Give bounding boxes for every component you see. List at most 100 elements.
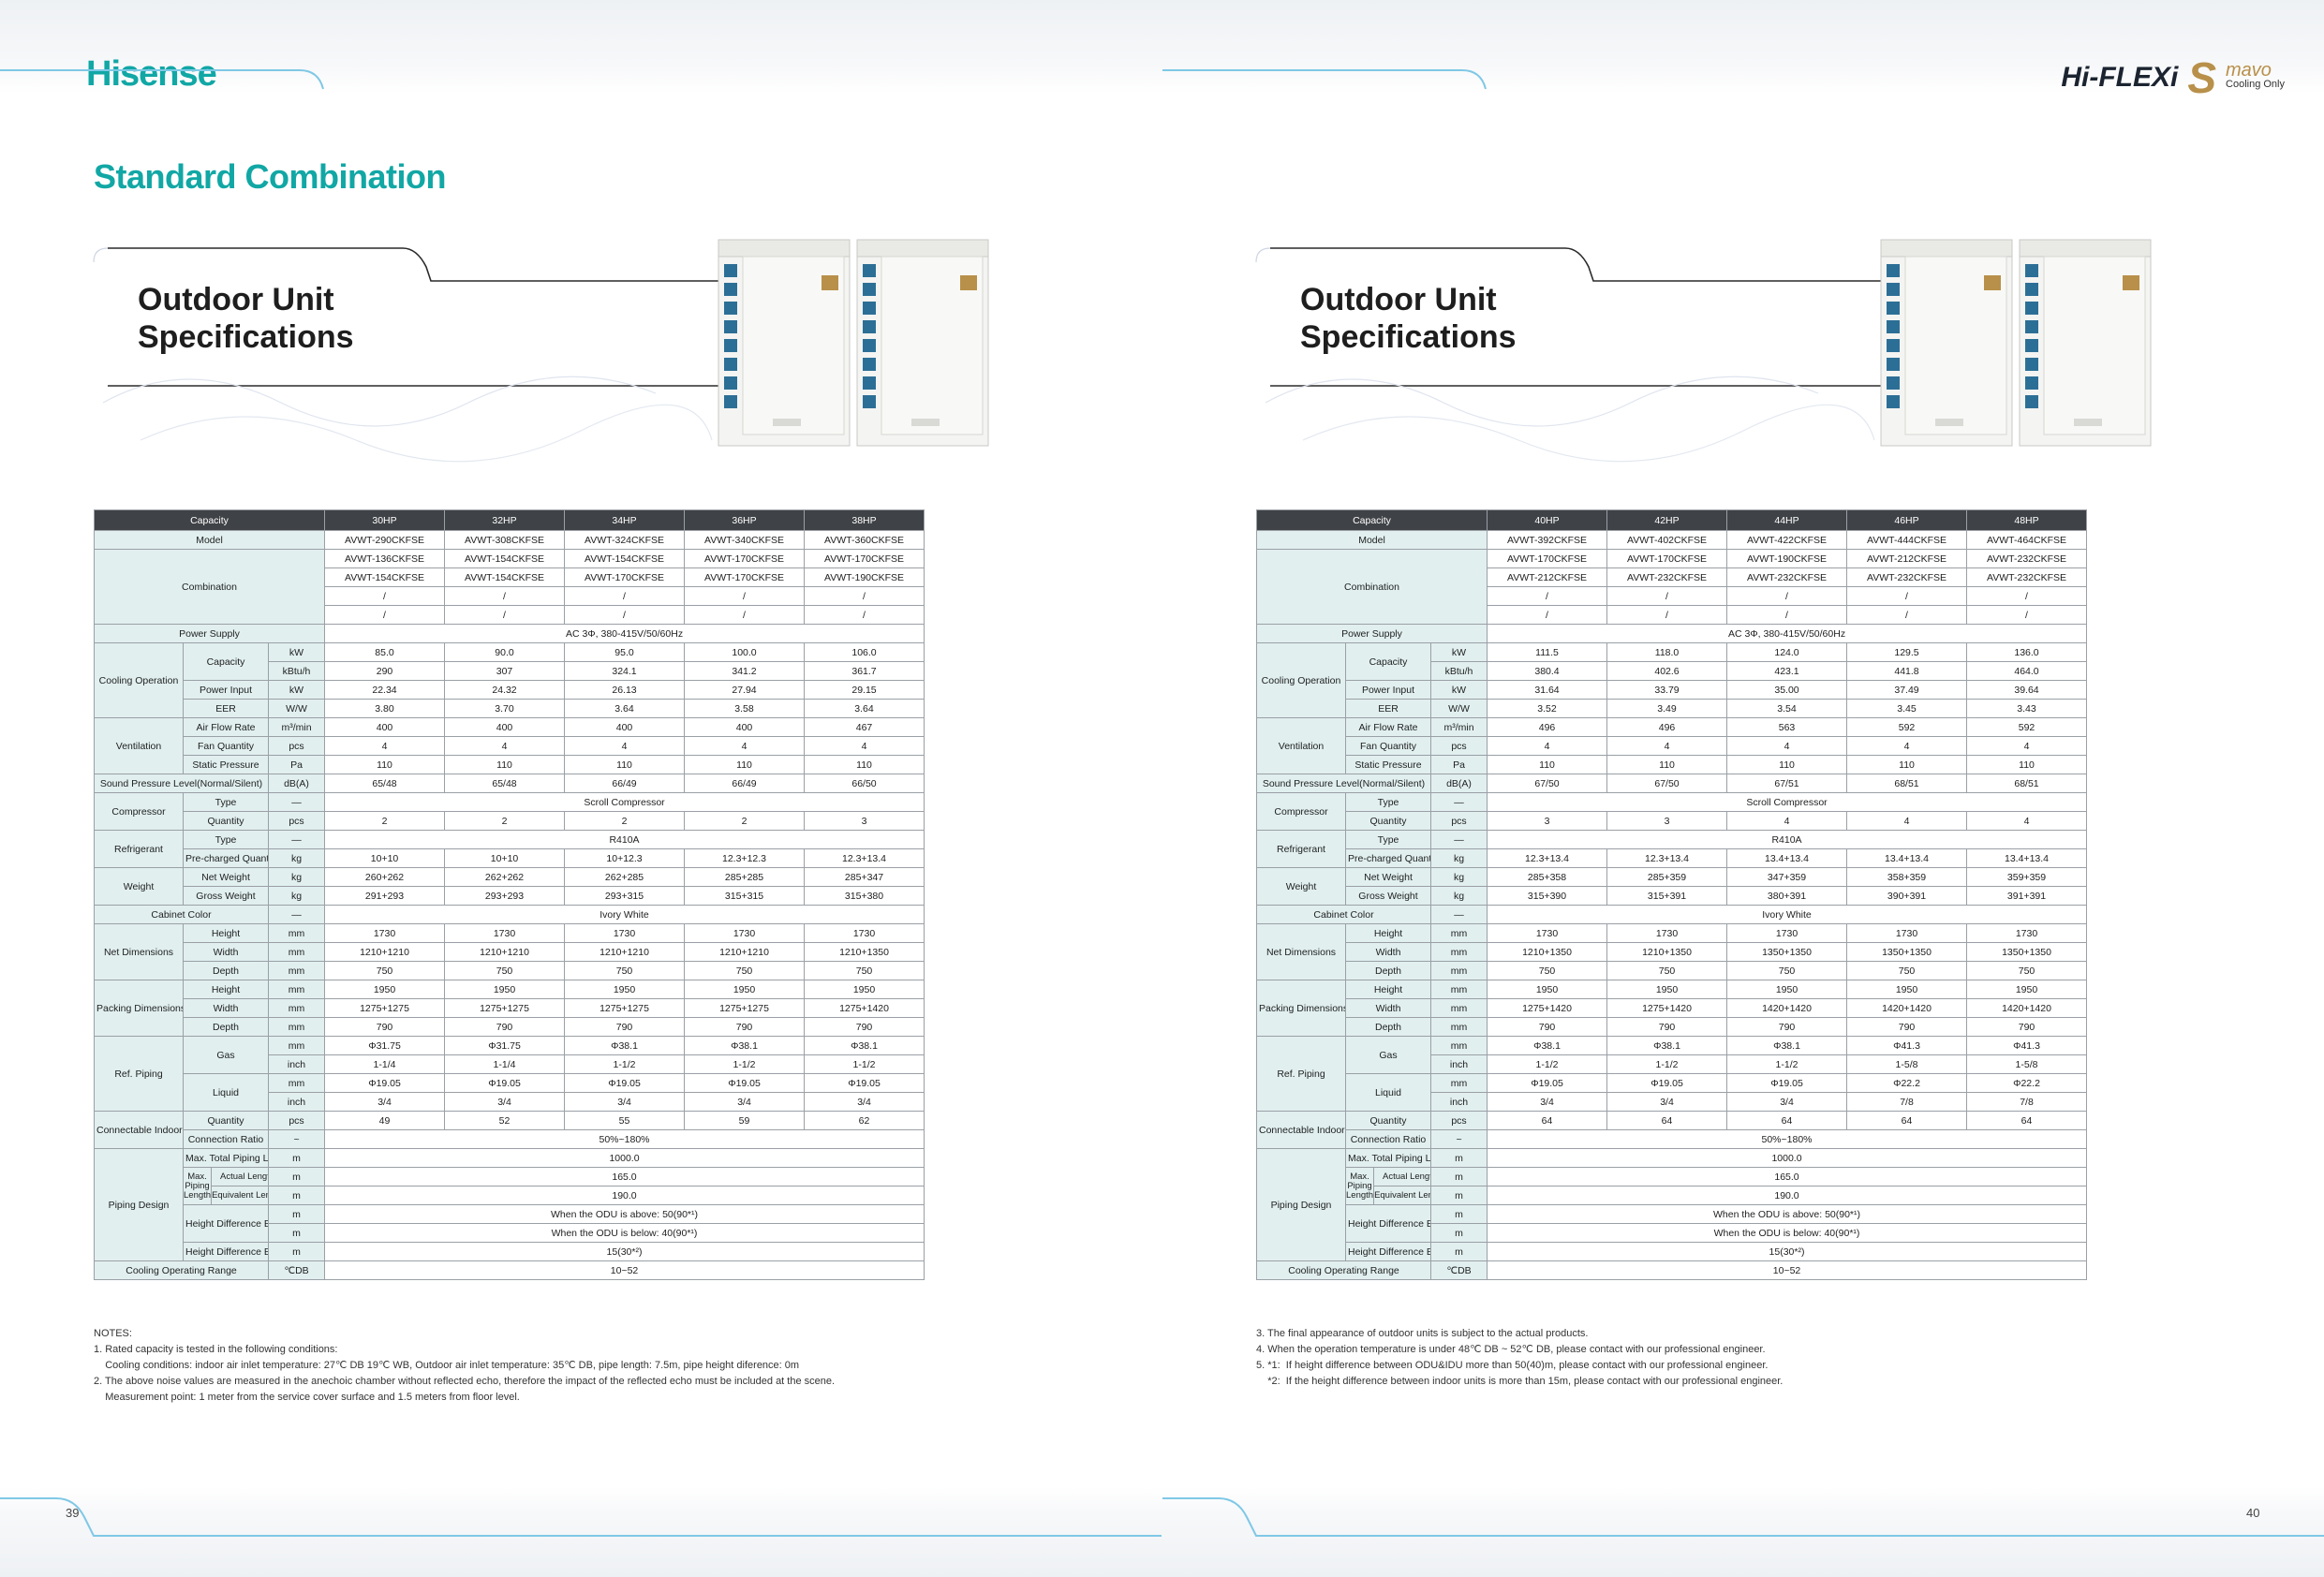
value-cell: 110	[1726, 755, 1848, 774]
row-label: Cabinet Color	[94, 905, 269, 924]
value-cell: 1730	[444, 923, 566, 943]
gas-mm-row: Ref. Piping Gas mm Φ38.1 Φ38.1 Φ38.1 Φ41.3 Φ41.…	[1256, 1036, 2088, 1112]
value-cell: 4	[1846, 736, 1968, 756]
group-label: Ventilation	[94, 717, 184, 774]
value-cell: AVWT-232CKFSE	[1846, 567, 1968, 587]
row-label: Type	[183, 792, 269, 812]
value-cell: 4	[1487, 736, 1608, 756]
unit-cell: kW	[267, 680, 326, 700]
row-label: Depth	[183, 961, 269, 980]
group-label: Refrigerant	[1256, 830, 1346, 868]
cooling-capacity-row: Cooling Operation Capacity kW 85.0 90.0 95.0 1…	[94, 642, 925, 718]
top-band	[0, 0, 2324, 94]
row-label: Connection Ratio	[1345, 1129, 1431, 1149]
value-cell: /	[804, 586, 925, 606]
gross-weight-row: Gross Weight kg 315+390 315+391 380+391 390+3…	[1257, 886, 2088, 906]
value-cell: 400	[564, 717, 686, 737]
unit-cell: inch	[267, 1092, 326, 1112]
value-cell: /	[324, 586, 446, 606]
value-cell: 110	[1966, 755, 2088, 774]
pack-depth-row: Depth mm 790 790 790 790 790	[95, 1017, 925, 1037]
pack-height-row: Packing Dimensions Height mm 1950 1950 1950 19…	[94, 980, 925, 1037]
value-cell: 285+359	[1606, 867, 1728, 887]
value-cell: 110	[804, 755, 925, 774]
value-cell: /	[684, 605, 806, 625]
group-label: Cooling Operation	[1256, 642, 1346, 718]
unit-cell: W/W	[267, 699, 326, 718]
value-cell: 3.52	[1487, 699, 1608, 718]
height-idus-row: Height Difference Between IDUsm15(30*²)	[95, 1242, 925, 1261]
value-cell: 3/4	[564, 1092, 686, 1112]
value-cell: 592	[1846, 717, 1968, 737]
air-flow-row: Ventilation Air Flow Rate m³/min 496 496 563 5…	[1256, 717, 2088, 774]
value-cell: 1275+1275	[324, 998, 446, 1018]
row-label: Cabinet Color	[1256, 905, 1431, 924]
net-height-row: Net Dimensions Height mm 1730 1730 1730 1730 17…	[1256, 923, 2088, 980]
value-cell: 1950	[444, 980, 566, 999]
equivalent-length-row: m 190.0	[1257, 1186, 2088, 1205]
capacity-hp-header: 48HP	[1966, 509, 2088, 531]
actual-length-label: Actual Length	[1374, 1169, 1430, 1186]
value-cell: 13.4+13.4	[1966, 848, 2088, 868]
eer-row: EER W/W 3.52 3.49 3.54 3.45 3.43	[1257, 699, 2088, 718]
row-label: Cooling Operating Range	[1256, 1260, 1431, 1280]
liquid-mm-row: Liquid mm Φ19.05 Φ19.05 Φ19.05 Φ19.05 Φ19.05	[95, 1073, 925, 1112]
row-label: Depth	[183, 1017, 269, 1037]
value-cell: /	[1487, 586, 1608, 606]
value-cell: 67/51	[1726, 774, 1848, 793]
value-cell: 4	[324, 736, 446, 756]
value-cell: 341.2	[684, 661, 806, 681]
value-cell: AVWT-190CKFSE	[804, 567, 925, 587]
value-cell: 790	[1606, 1017, 1728, 1037]
row-label: Pre-charged Quantity	[183, 848, 269, 868]
unit-cell: m	[1429, 1242, 1488, 1261]
value-cell: 2	[444, 811, 566, 831]
value-cell: 391+391	[1966, 886, 2088, 906]
mavo-text: mavo	[2226, 60, 2272, 81]
value-cell: 1950	[1846, 980, 1968, 999]
group-label: Piping Design	[1256, 1148, 1346, 1261]
value-cell: AVWT-360CKFSE	[804, 530, 925, 550]
value-cell: 1950	[804, 980, 925, 999]
cooling-range-row: Cooling Operating Range ℃DB 10~52	[1256, 1260, 2088, 1280]
value-cell: When the ODU is below: 40(90*¹)	[324, 1223, 925, 1243]
note-line: 4. When the operation temperature is und…	[1256, 1344, 1766, 1355]
value-cell: Φ19.05	[1726, 1073, 1848, 1093]
liquid-mm-row: Liquid mm Φ19.05 Φ19.05 Φ19.05 Φ22.2 Φ22.2	[1257, 1073, 2088, 1112]
row-label: Width	[1345, 998, 1431, 1018]
value-cell: 592	[1966, 717, 2088, 737]
page-number: 39	[66, 1506, 80, 1520]
unit-cell: pcs	[267, 811, 326, 831]
value-cell: 315+380	[804, 886, 925, 906]
net-width-row: Width mm 1210+1210 1210+1210 1210+1210 1210+1…	[95, 942, 925, 962]
unit-cell: kBtu/h	[267, 661, 326, 681]
unit-cell: m	[1429, 1223, 1488, 1243]
unit-cell: inch	[267, 1054, 326, 1074]
value-cell: 361.7	[804, 661, 925, 681]
value-cell: 750	[1487, 961, 1608, 980]
liquid-inch-row: inch 3/4 3/4 3/4 3/4 3/4	[95, 1092, 925, 1112]
value-cell: 85.0	[324, 642, 446, 662]
value-cell: 4	[804, 736, 925, 756]
row-label: Net Weight	[1345, 867, 1431, 887]
value-cell: 66/50	[804, 774, 925, 793]
value-cell: 750	[324, 961, 446, 980]
value-cell: 22.34	[324, 680, 446, 700]
value-cell: AVWT-464CKFSE	[1966, 530, 2088, 550]
value-cell: 1730	[1966, 923, 2088, 943]
unit-cell: m³/min	[267, 717, 326, 737]
row-label: Power Supply	[1255, 624, 1488, 643]
row-label: Air Flow Rate	[183, 717, 269, 737]
group-label: Compressor	[94, 792, 184, 831]
value-cell: /	[1966, 605, 2088, 625]
note-line: 2. The above noise values are measured i…	[94, 1376, 836, 1387]
value-cell: 165.0	[1487, 1167, 2088, 1186]
value-cell: Φ41.3	[1846, 1036, 1968, 1055]
value-cell: 106.0	[804, 642, 925, 662]
row-label: Combination	[1255, 549, 1488, 625]
value-cell: 1950	[684, 980, 806, 999]
value-cell: 3.64	[804, 699, 925, 718]
cooling-capacity-row: Cooling Operation Capacity kW 111.5 118.0 124…	[1256, 642, 2088, 718]
